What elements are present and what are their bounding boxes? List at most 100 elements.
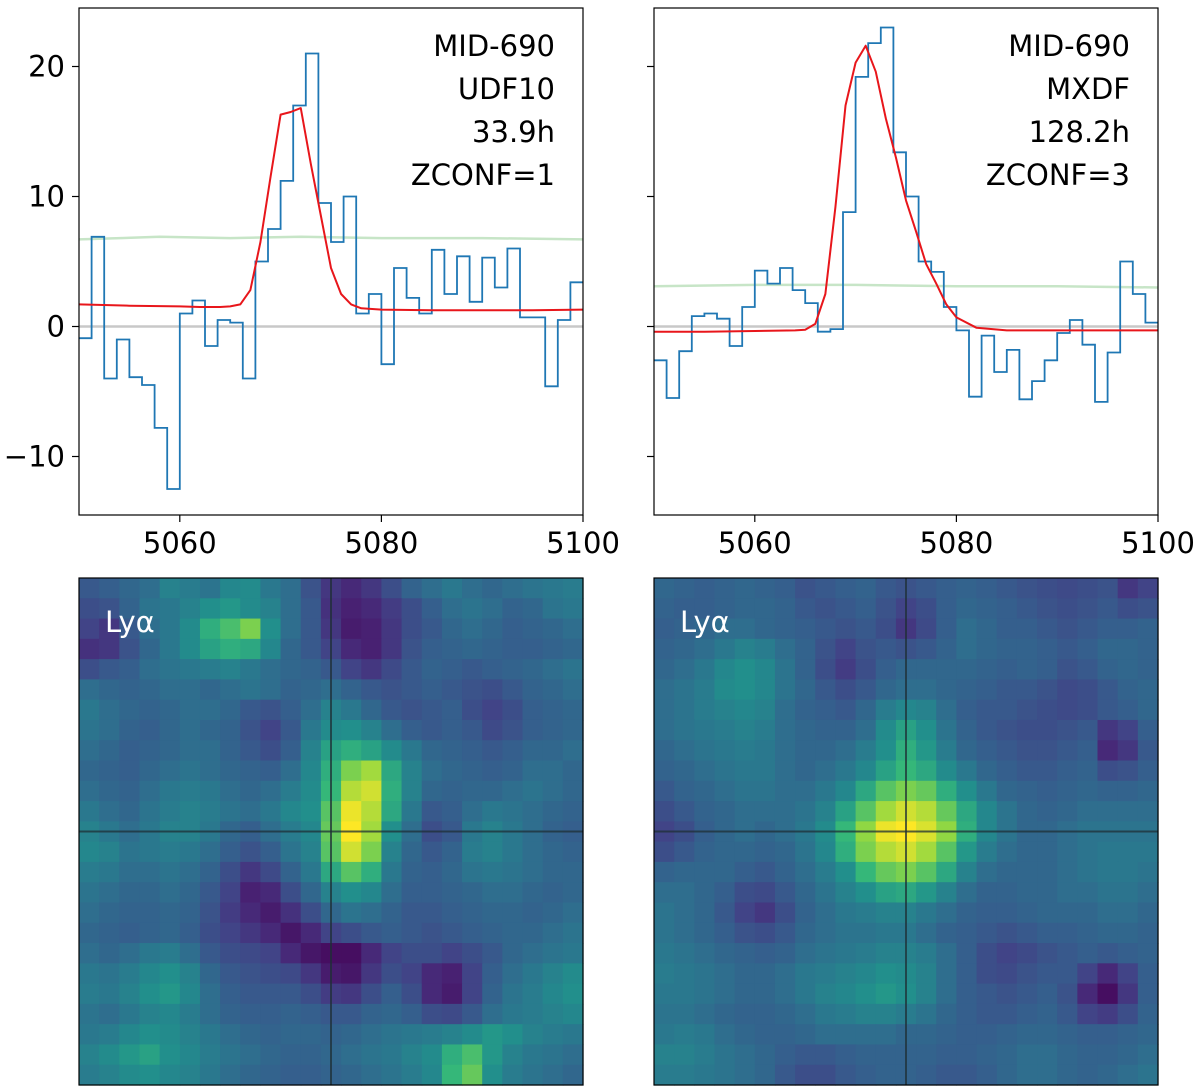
heatmap-cell (1137, 902, 1159, 924)
heatmap-cell (1077, 578, 1099, 599)
heatmap-cell (220, 963, 241, 985)
heatmap-cell (875, 679, 897, 701)
heatmap-cell (835, 618, 857, 640)
heatmap-cell (381, 882, 403, 904)
heatmap-cell (936, 801, 957, 822)
heatmap-cell (1097, 740, 1119, 762)
heatmap-cell (260, 922, 282, 944)
heatmap-cell (179, 760, 201, 782)
heatmap-cell (522, 861, 544, 883)
heatmap-cell (240, 699, 262, 721)
heatmap-cell (482, 598, 503, 620)
annotation-line: ZCONF=1 (411, 158, 555, 192)
heatmap-cell (482, 861, 503, 883)
heatmap-cell (542, 699, 564, 721)
heatmap-cell (482, 841, 503, 863)
heatmap-cell (421, 902, 443, 924)
heatmap-cell (654, 740, 675, 762)
heatmap-cell (774, 861, 796, 883)
heatmap-cell (119, 638, 141, 660)
heatmap-cell (654, 638, 675, 660)
heatmap-cell (1117, 638, 1139, 660)
heatmap-cell (754, 922, 776, 944)
heatmap-panel-1: Lyα (78, 577, 584, 1086)
heatmap-cell (1097, 902, 1119, 924)
heatmap-cell (119, 740, 141, 762)
heatmap-cell (815, 861, 837, 883)
heatmap-cell (795, 598, 816, 620)
heatmap-cell (835, 719, 857, 741)
heatmap-cell (421, 760, 443, 782)
heatmap-cell (1097, 1064, 1119, 1086)
heatmap-cell (381, 780, 403, 802)
heatmap-cell (1057, 618, 1078, 640)
heatmap-cell (815, 943, 837, 964)
heatmap-cell (542, 1024, 564, 1046)
heatmap-cell (734, 922, 756, 944)
heatmap-cell (401, 963, 423, 985)
heatmap-cell (421, 922, 443, 944)
heatmap-cell (835, 1003, 857, 1025)
heatmap-cell (99, 922, 120, 944)
heatmap-cell (734, 943, 756, 964)
heatmap-frame (653, 577, 1159, 1086)
heatmap-cell (159, 902, 181, 924)
heatmap-cell (542, 760, 564, 782)
heatmap-cell (381, 1024, 403, 1046)
heatmap-cell (542, 983, 564, 1005)
heatmap-cell (1077, 1003, 1099, 1025)
heatmap-cell (795, 841, 816, 863)
heatmap-cell (996, 861, 1018, 883)
heatmap-cell (139, 638, 161, 660)
heatmap-cell (795, 943, 816, 964)
heatmap-cell (815, 1044, 837, 1066)
heatmap-cell (381, 801, 403, 822)
heatmap-cell (815, 659, 837, 680)
heatmap-cell (754, 943, 776, 964)
heatmap-cell (916, 922, 937, 944)
heatmap-cell (1037, 1003, 1058, 1025)
heatmap-cell (815, 1064, 837, 1086)
heatmap-cell (754, 801, 776, 822)
heatmap-cell (1077, 963, 1099, 985)
heatmap-cell (542, 780, 564, 802)
heatmap-cell (1016, 902, 1038, 924)
heatmap-cell (835, 902, 857, 924)
heatmap-cell (260, 618, 282, 640)
heatmap-cell (79, 1003, 100, 1025)
heatmap-cell (996, 740, 1018, 762)
heatmap-cell (1137, 943, 1159, 964)
heatmap-cell (179, 983, 201, 1005)
heatmap-cell (99, 1024, 120, 1046)
heatmap-cell (754, 780, 776, 802)
heatmap-cell (1016, 578, 1038, 599)
heatmap-cell (220, 679, 241, 701)
heatmap-cell (936, 902, 957, 924)
heatmap-cell (1016, 598, 1038, 620)
x-tick-label: 5100 (1121, 526, 1195, 560)
heatmap-cell (1037, 699, 1058, 721)
heatmap-cell (956, 922, 978, 944)
line-panel-1: 5060 5080 5100 −10 0 10 20 MID-690 UDF10 33.9h ZCO… (4, 7, 620, 560)
heatmap-cell (1037, 780, 1058, 802)
heatmap-cell (199, 780, 221, 802)
heatmap-cell (220, 902, 241, 924)
heatmap-cell (79, 1044, 100, 1066)
heatmap-cell (1037, 922, 1058, 944)
heatmap-cell (79, 861, 100, 883)
heatmap-cell (694, 638, 716, 660)
heatmap-cell (1016, 760, 1038, 782)
heatmap-cell (1137, 740, 1159, 762)
heatmap-cell (179, 922, 201, 944)
heatmap-cell (936, 943, 957, 964)
heatmap-cell (1097, 760, 1119, 782)
heatmap-cell (139, 902, 161, 924)
heatmap-cell (976, 1044, 998, 1066)
heatmap-cell (240, 943, 262, 964)
heatmap-cell (1117, 780, 1139, 802)
heatmap-cell (956, 1024, 978, 1046)
heatmap-cell (119, 780, 141, 802)
heatmap-cell (754, 638, 776, 660)
heatmap-cell (1137, 659, 1159, 680)
heatmap-cell (341, 760, 362, 782)
